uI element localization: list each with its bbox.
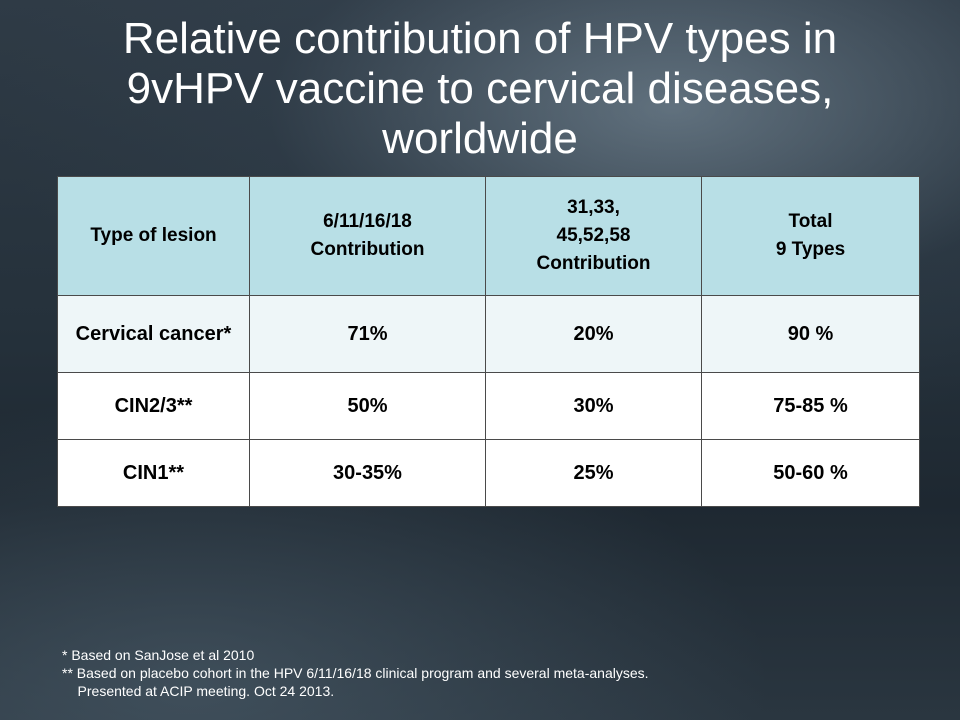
table-row: Cervical cancer* 71% 20% 90 %: [57, 295, 920, 373]
header-text: Total: [788, 211, 833, 232]
footnotes: * Based on SanJose et al 2010 ** Based o…: [62, 646, 942, 700]
cell-total: 50-60 %: [701, 439, 920, 507]
header-text: 9 Types: [775, 239, 846, 260]
header-type-of-lesion: Type of lesion: [57, 176, 250, 296]
cell-6-11-16-18: 50%: [249, 372, 486, 440]
header-text: 6/11/16/18: [323, 211, 412, 232]
cell-31-33-45-52-58: 20%: [485, 295, 702, 373]
header-text: Contribution: [536, 253, 651, 274]
footnote: * Based on SanJose et al 2010: [62, 647, 255, 663]
header-31-33-45-52-58-contribution: 31,33, 45,52,58 Contribution: [485, 176, 702, 296]
cell-lesion: CIN2/3**: [57, 372, 250, 440]
header-text: Contribution: [310, 239, 425, 260]
header-text: 31,33,: [567, 197, 620, 218]
header-text: 45,52,58: [556, 225, 631, 246]
footnote: Presented at ACIP meeting. Oct 24 2013.: [62, 683, 335, 699]
cell-lesion: Cervical cancer*: [57, 295, 250, 373]
table-row: CIN2/3** 50% 30% 75-85 %: [57, 372, 920, 440]
cell-total: 75-85 %: [701, 372, 920, 440]
header-row: Type of lesion 6/11/16/18 Contribution 3…: [57, 176, 920, 296]
cell-6-11-16-18: 71%: [249, 295, 486, 373]
footnote: ** Based on placebo cohort in the HPV 6/…: [62, 665, 649, 681]
header-text: Type of lesion: [90, 225, 217, 246]
slide-title: Relative contribution of HPV types in 9v…: [30, 14, 930, 164]
title-line: worldwide: [382, 114, 578, 163]
cell-total: 90 %: [701, 295, 920, 373]
title-line: Relative contribution of HPV types in: [122, 14, 838, 63]
cell-31-33-45-52-58: 25%: [485, 439, 702, 507]
cell-6-11-16-18: 30-35%: [249, 439, 486, 507]
title-line: 9vHPV vaccine to cervical diseases,: [126, 64, 834, 113]
cell-31-33-45-52-58: 30%: [485, 372, 702, 440]
table-row: CIN1** 30-35% 25% 50-60 %: [57, 439, 920, 507]
header-6-11-16-18-contribution: 6/11/16/18 Contribution: [249, 176, 486, 296]
header-total-9-types: Total 9 Types: [701, 176, 920, 296]
hpv-contribution-table: Type of lesion 6/11/16/18 Contribution 3…: [57, 176, 920, 507]
cell-lesion: CIN1**: [57, 439, 250, 507]
